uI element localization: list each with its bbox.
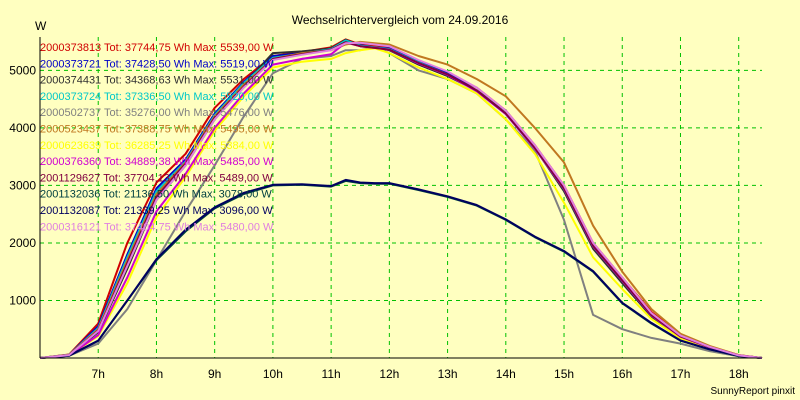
- series-line-2000523437: [39, 40, 763, 359]
- y-tick-label: 3000: [9, 178, 36, 192]
- axes: [39, 37, 762, 359]
- footer-credit: SunnyReport pinxit: [711, 386, 796, 397]
- x-tick-label: 13h: [438, 367, 458, 381]
- y-tick-label: 1000: [9, 293, 36, 307]
- series-line-2000316121: [39, 41, 763, 359]
- x-tick-label: 18h: [729, 367, 749, 381]
- legend-entry-2001132087: 2001132087 Tot: 21339,25 Wh Max: 3096,00…: [40, 205, 273, 217]
- y-axis-unit-label: W: [35, 19, 47, 33]
- series-lines: [39, 38, 763, 359]
- x-tick-label: 17h: [670, 367, 690, 381]
- legend-entry-2000316121: 2000316121 Tot: 37404,75 Wh Max: 5480,00…: [40, 221, 274, 233]
- legend-entry-2000376360: 2000376360 Tot: 34889,38 Wh Max: 5485,00…: [40, 156, 274, 168]
- x-tick-label: 16h: [612, 367, 632, 381]
- legend-entry-2000623639: 2000623639 Tot: 36285,25 Wh Max: 5384,00…: [40, 140, 274, 152]
- legend-entry-2000373813: 2000373813 Tot: 37744,75 Wh Max: 5539,00…: [40, 42, 274, 54]
- x-tick-label: 11h: [322, 367, 341, 381]
- x-tick-label: 8h: [150, 367, 163, 381]
- legend-entry-2000523437: 2000523437 Tot: 37388,75 Wh Max: 5495,00…: [40, 124, 274, 136]
- y-tick-label: 4000: [9, 121, 36, 135]
- y-tick-label: 5000: [9, 63, 36, 77]
- y-tick-label: 2000: [9, 236, 36, 250]
- x-tick-label: 15h: [554, 367, 574, 381]
- series-line-2001132087: [39, 178, 763, 359]
- legend-entry-2000373721: 2000373721 Tot: 37428,50 Wh Max: 5519,00…: [40, 58, 274, 70]
- legend-entry-2000373724: 2000373724 Tot: 37336,50 Wh Max: 5520,00…: [40, 91, 274, 103]
- x-tick-label: 9h: [208, 367, 221, 381]
- legend: 2000373813 Tot: 37744,75 Wh Max: 5539,00…: [40, 42, 274, 233]
- legend-entry-2001132036: 2001132036 Tot: 21136,50 Wh Max: 3078,00…: [40, 189, 272, 201]
- series-line-2001129627: [39, 41, 763, 359]
- x-tick-label: 14h: [496, 367, 516, 381]
- legend-entry-2001129627: 2001129627 Tot: 37704,13 Wh Max: 5489,00…: [40, 172, 273, 184]
- legend-entry-2000374431: 2000374431 Tot: 34368,63 Wh Max: 5531,00…: [40, 75, 274, 87]
- x-tick-label: 7h: [92, 367, 105, 381]
- tick-labels: 7h 8h 9h 10h 11h 12h 13h 14h 15h 16h 17h 18h 1000 200…: [9, 63, 748, 381]
- x-tick-label: 10h: [263, 367, 283, 381]
- x-tick-label: 12h: [379, 367, 399, 381]
- chart-title: Wechselrichtervergleich vom 24.09.2016: [292, 13, 509, 27]
- legend-entry-2000502737: 2000502737 Tot: 35276,00 Wh Max: 5476,00…: [40, 107, 274, 119]
- series-line-2000623639: [39, 47, 763, 359]
